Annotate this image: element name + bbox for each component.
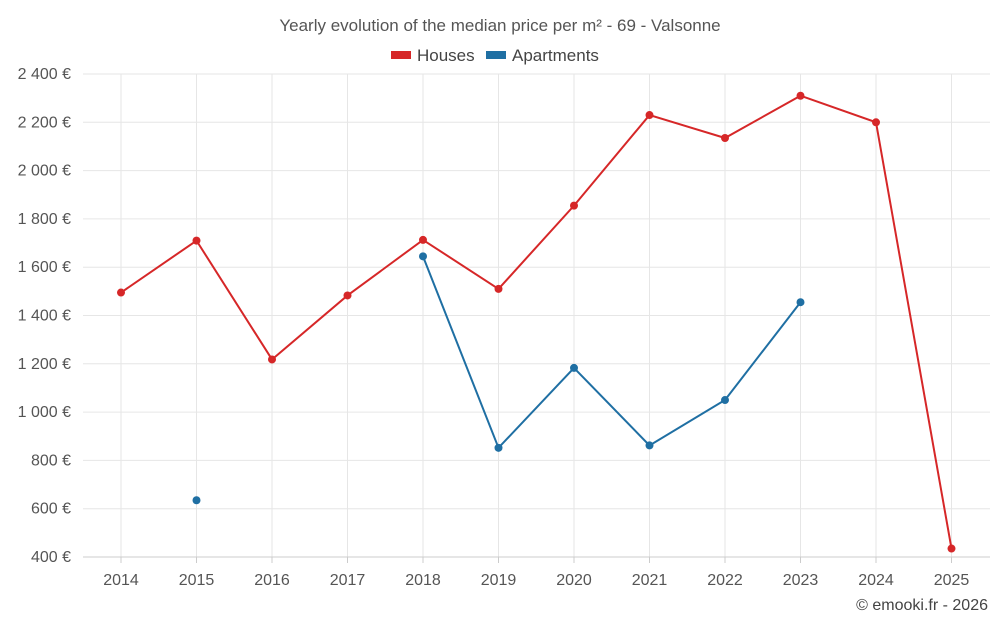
x-tick-label: 2016 (254, 572, 290, 589)
series-group (117, 91, 956, 553)
x-axis: 2014 2015 2016 2017 2018 2019 2020 2021 2022 2023… (83, 556, 990, 589)
apartments-point[interactable] (570, 363, 578, 372)
houses-point[interactable] (645, 111, 654, 120)
y-tick-label: 1 600 € (18, 259, 71, 276)
y-tick-label: 600 € (31, 501, 71, 518)
y-tick-label: 1 200 € (18, 356, 71, 373)
y-tick-label: 1 800 € (18, 211, 71, 228)
x-tick-label: 2024 (858, 572, 894, 589)
x-tick-label: 2014 (103, 572, 139, 589)
y-tick-label: 1 400 € (18, 308, 71, 325)
x-tick-label: 2017 (330, 572, 366, 589)
y-tick-label: 1 000 € (18, 404, 71, 421)
houses-point[interactable] (268, 355, 276, 364)
credit-text: © emooki.fr - 2026 (856, 597, 988, 614)
apartments-point[interactable] (192, 496, 201, 505)
y-axis: 400 € 600 € 800 € 1 000 € 1 200 € 1 400 € 1 60… (18, 66, 71, 566)
series-apartments (192, 252, 805, 505)
legend-item-houses[interactable]: Houses (391, 46, 475, 65)
x-tick-label: 2021 (632, 572, 668, 589)
legend-swatch (391, 51, 411, 59)
apartments-point[interactable] (419, 252, 427, 261)
y-tick-label: 800 € (31, 452, 71, 469)
y-tick-label: 2 200 € (18, 114, 71, 131)
houses-point[interactable] (343, 291, 352, 300)
houses-point[interactable] (570, 201, 578, 210)
houses-line (120, 94, 953, 549)
apartments-point[interactable] (721, 396, 729, 405)
x-tick-label: 2019 (481, 572, 517, 589)
legend-label: Apartments (512, 46, 599, 65)
chart-title: Yearly evolution of the median price per… (279, 16, 720, 35)
y-tick-label: 2 000 € (18, 163, 71, 180)
y-tick-label: 400 € (31, 549, 71, 566)
x-tick-label: 2023 (783, 572, 819, 589)
houses-point[interactable] (419, 235, 427, 244)
y-tick-label: 2 400 € (18, 66, 71, 83)
x-tick-label: 2020 (556, 572, 592, 589)
apartments-point[interactable] (645, 441, 654, 450)
legend-label: Houses (417, 46, 475, 65)
houses-point[interactable] (192, 236, 201, 245)
houses-point[interactable] (117, 288, 125, 297)
series-houses (117, 91, 956, 553)
legend: Houses Apartments (391, 46, 599, 65)
houses-point[interactable] (494, 284, 503, 293)
houses-point[interactable] (796, 91, 805, 100)
houses-point[interactable] (721, 133, 729, 142)
legend-swatch (486, 51, 506, 59)
x-tick-label: 2018 (405, 572, 441, 589)
legend-item-apartments[interactable]: Apartments (486, 46, 599, 65)
apartments-point[interactable] (494, 443, 503, 452)
apartments-point[interactable] (796, 298, 805, 307)
x-tick-label: 2022 (707, 572, 743, 589)
x-tick-label: 2015 (179, 572, 215, 589)
apartments-line (422, 255, 802, 450)
x-tick-label: 2025 (934, 572, 970, 589)
houses-point[interactable] (947, 544, 956, 553)
grid (83, 73, 990, 558)
houses-point[interactable] (872, 118, 880, 127)
